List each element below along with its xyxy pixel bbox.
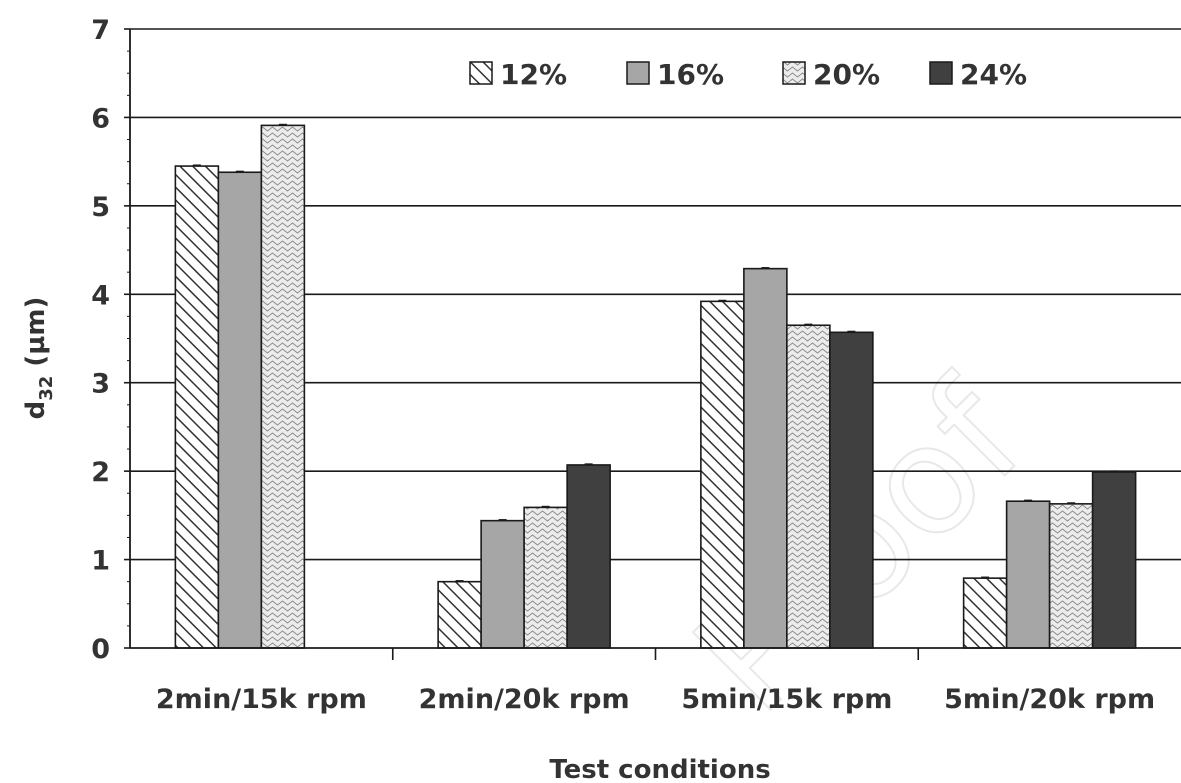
x-tick-label: 5min/15k rpm <box>681 684 892 715</box>
legend-swatch <box>929 61 953 85</box>
bar-group <box>174 123 1137 649</box>
bar <box>1005 500 1051 649</box>
bar <box>260 124 306 649</box>
legend-label: 16% <box>657 58 724 91</box>
bar <box>480 519 525 649</box>
bar <box>566 464 611 649</box>
bar <box>700 300 745 649</box>
x-axis-title: Test conditions <box>549 755 770 783</box>
bar <box>829 331 874 649</box>
category-labels: 2min/15k rpm 2min/20k rpm 5min/15k rpm 5min… <box>156 684 1155 715</box>
y-axis-title-main: d <box>21 401 51 420</box>
bar <box>743 267 788 649</box>
bar <box>1048 503 1094 649</box>
legend-label: 20% <box>813 58 880 91</box>
legend-swatch <box>626 61 650 85</box>
bar <box>1091 471 1137 649</box>
x-tick-label: 2min/15k rpm <box>156 684 367 715</box>
bar <box>217 171 263 649</box>
legend-swatch <box>469 61 493 85</box>
bar <box>437 580 482 649</box>
y-tick-label: 7 <box>91 15 110 46</box>
y-tick-label: 4 <box>91 280 110 311</box>
y-axis-title-unit: (µm) <box>21 297 51 376</box>
y-axis-title-sub: 32 <box>36 376 57 401</box>
legend-swatch <box>782 61 806 85</box>
y-axis-title: d32 (µm) <box>21 297 57 420</box>
legend-label: 24% <box>960 58 1027 91</box>
bar <box>786 324 831 649</box>
y-tick-labels: 0 1 2 3 4 5 6 7 <box>91 15 110 665</box>
y-tick-label: 6 <box>91 103 110 134</box>
y-tick-label: 0 <box>91 634 110 665</box>
x-tick-label: 2min/20k rpm <box>419 684 630 715</box>
bar <box>174 165 220 649</box>
y-tick-label: 1 <box>91 546 110 577</box>
y-tick-label: 3 <box>91 369 110 400</box>
bar <box>523 506 568 649</box>
x-tick-label: 5min/20k rpm <box>944 684 1155 715</box>
y-tick-label: 5 <box>91 192 110 223</box>
bar <box>962 577 1008 649</box>
y-tick-label: 2 <box>91 457 110 488</box>
legend: 12% 16% 20% 24% <box>469 58 1027 91</box>
legend-label: 12% <box>500 58 567 91</box>
axes <box>124 28 1181 660</box>
